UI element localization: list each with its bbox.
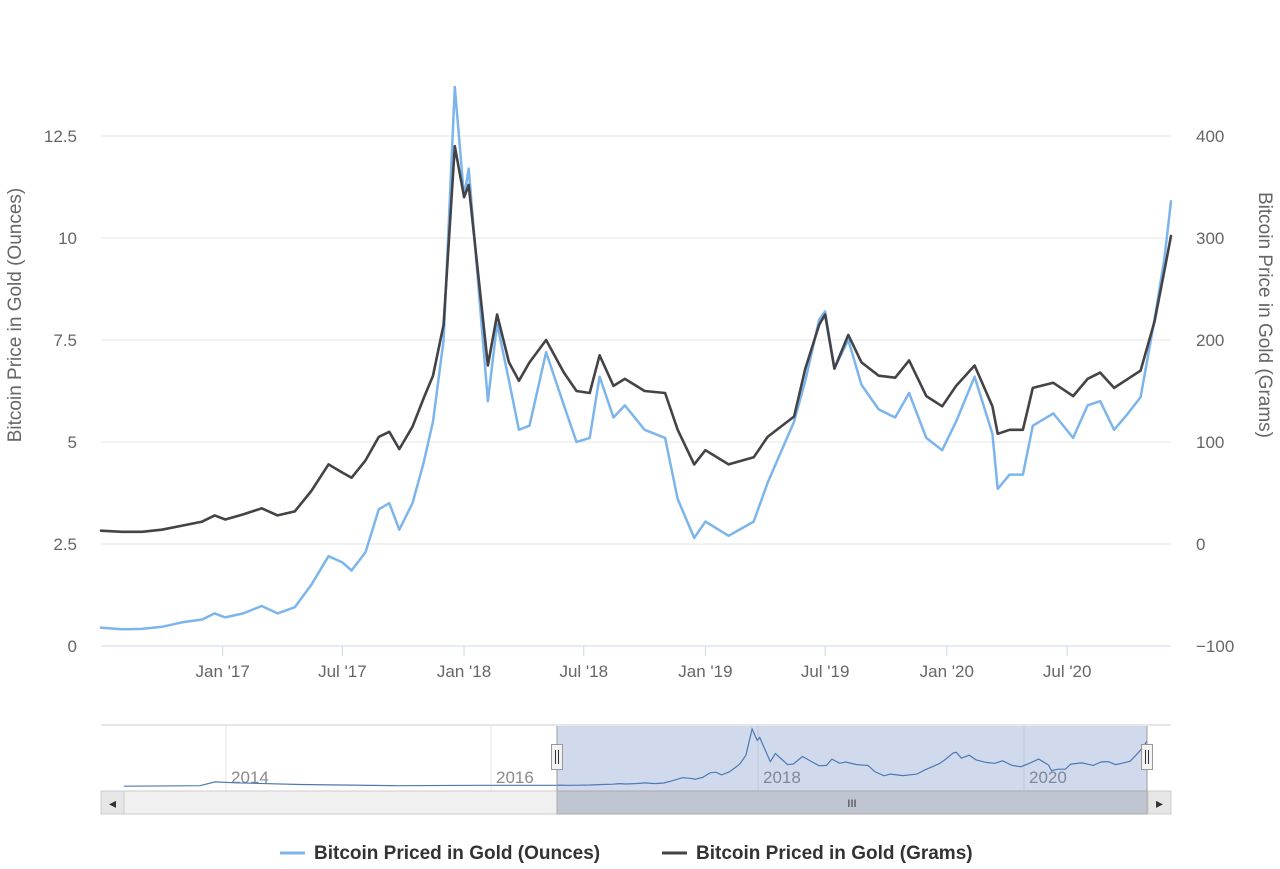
navigator-year-label: 2016: [496, 768, 534, 787]
legend-item-ounces[interactable]: Bitcoin Priced in Gold (Ounces): [280, 843, 600, 864]
x-axis-ticks: Jan '17 Jul '17 Jan '18 Jul '18 Jan '19 Jul '…: [196, 646, 1092, 681]
series-line-grams: [99, 144, 1173, 534]
right-tick-label: 400: [1196, 127, 1224, 146]
left-tick-label: 12.5: [44, 127, 77, 146]
navigator-grid: 2014 2016 2018 2020: [225, 726, 1067, 791]
navigator-series-line: [123, 727, 1148, 787]
x-tick-label: Jul '18: [559, 662, 608, 681]
series-line-ounces: [99, 85, 1173, 631]
navigator-year-label: 2014: [231, 768, 269, 787]
right-tick-label: 200: [1196, 331, 1224, 350]
navigator-year-label: 2018: [763, 768, 801, 787]
scroll-left-arrow-icon: ◂: [109, 796, 116, 812]
x-tick-label: Jan '20: [920, 662, 974, 681]
x-tick-label: Jan '17: [196, 662, 250, 681]
legend-label-ounces: Bitcoin Priced in Gold (Ounces): [314, 843, 600, 864]
series-lines: [99, 85, 1173, 631]
right-tick-label: 300: [1196, 229, 1224, 248]
right-tick-label: 0: [1196, 535, 1205, 554]
legend-label-grams: Bitcoin Priced in Gold (Grams): [696, 843, 973, 864]
left-axis-ticks: 0 2.5 5 7.5 10 12.5: [44, 127, 77, 656]
right-axis-ticks: −100 0 100 200 300 400: [1196, 127, 1234, 656]
left-tick-label: 10: [58, 229, 77, 248]
x-tick-label: Jul '20: [1043, 662, 1092, 681]
left-tick-label: 2.5: [53, 535, 77, 554]
navigator[interactable]: 2014 2016 2018 2020 III ◂ ▸: [100, 724, 1172, 815]
navigator-right-handle[interactable]: [1141, 744, 1153, 770]
navigator-left-handle[interactable]: [551, 744, 563, 770]
scrollbar-thumb[interactable]: [556, 790, 1148, 815]
navigator-selection[interactable]: [557, 726, 1147, 791]
legend-item-grams[interactable]: Bitcoin Priced in Gold (Grams): [662, 843, 973, 864]
x-tick-label: Jul '17: [318, 662, 367, 681]
left-tick-label: 5: [68, 433, 77, 452]
right-tick-label: −100: [1196, 637, 1234, 656]
right-tick-label: 100: [1196, 433, 1224, 452]
scrollbar-right-button[interactable]: ▸: [1147, 790, 1172, 815]
left-tick-label: 0: [68, 637, 77, 656]
scroll-right-arrow-icon: ▸: [1156, 796, 1163, 812]
x-tick-label: Jan '19: [678, 662, 732, 681]
navigator-year-label: 2020: [1029, 768, 1067, 787]
scrollbar-left-button[interactable]: ◂: [100, 790, 125, 815]
right-axis-title: Bitcoin Price in Gold (Grams): [1254, 192, 1275, 438]
x-tick-label: Jan '18: [437, 662, 491, 681]
scrollbar-grip: III: [847, 798, 856, 810]
x-tick-label: Jul '19: [801, 662, 850, 681]
left-tick-label: 7.5: [53, 331, 77, 350]
legend: Bitcoin Priced in Gold (Ounces) Bitcoin …: [280, 843, 973, 864]
grid-lines: [101, 135, 1171, 647]
left-axis-title: Bitcoin Price in Gold (Ounces): [5, 188, 26, 443]
